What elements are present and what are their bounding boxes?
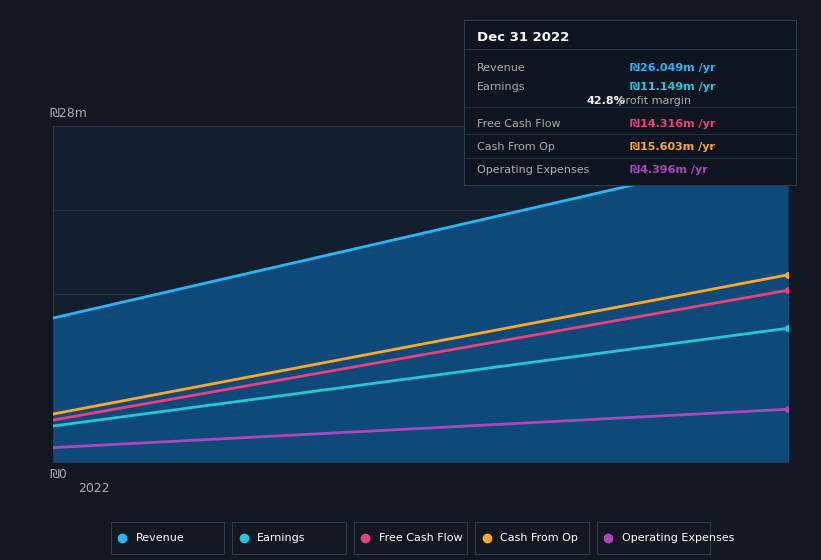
Text: Earnings: Earnings <box>257 533 305 543</box>
Text: ₪26.049m /yr: ₪26.049m /yr <box>631 63 716 72</box>
Text: Earnings: Earnings <box>477 82 525 92</box>
Text: profit margin: profit margin <box>615 96 691 105</box>
Text: ₪0: ₪0 <box>49 468 67 480</box>
Text: Revenue: Revenue <box>477 63 526 72</box>
Text: Cash From Op: Cash From Op <box>477 142 555 152</box>
Text: ₪14.316m /yr: ₪14.316m /yr <box>631 119 715 129</box>
Text: ₪4.396m /yr: ₪4.396m /yr <box>631 165 708 175</box>
Text: ₪15.603m /yr: ₪15.603m /yr <box>631 142 715 152</box>
Text: 42.8%: 42.8% <box>587 96 626 105</box>
Text: Operating Expenses: Operating Expenses <box>477 165 589 175</box>
Text: ₪11.149m /yr: ₪11.149m /yr <box>631 82 716 92</box>
Text: Dec 31 2022: Dec 31 2022 <box>477 31 570 44</box>
Text: Free Cash Flow: Free Cash Flow <box>378 533 462 543</box>
Text: 2022: 2022 <box>78 482 110 494</box>
Text: Operating Expenses: Operating Expenses <box>621 533 734 543</box>
Text: ₪28m: ₪28m <box>49 108 87 120</box>
Text: Free Cash Flow: Free Cash Flow <box>477 119 561 129</box>
Text: Revenue: Revenue <box>135 533 185 543</box>
Text: Cash From Op: Cash From Op <box>500 533 578 543</box>
